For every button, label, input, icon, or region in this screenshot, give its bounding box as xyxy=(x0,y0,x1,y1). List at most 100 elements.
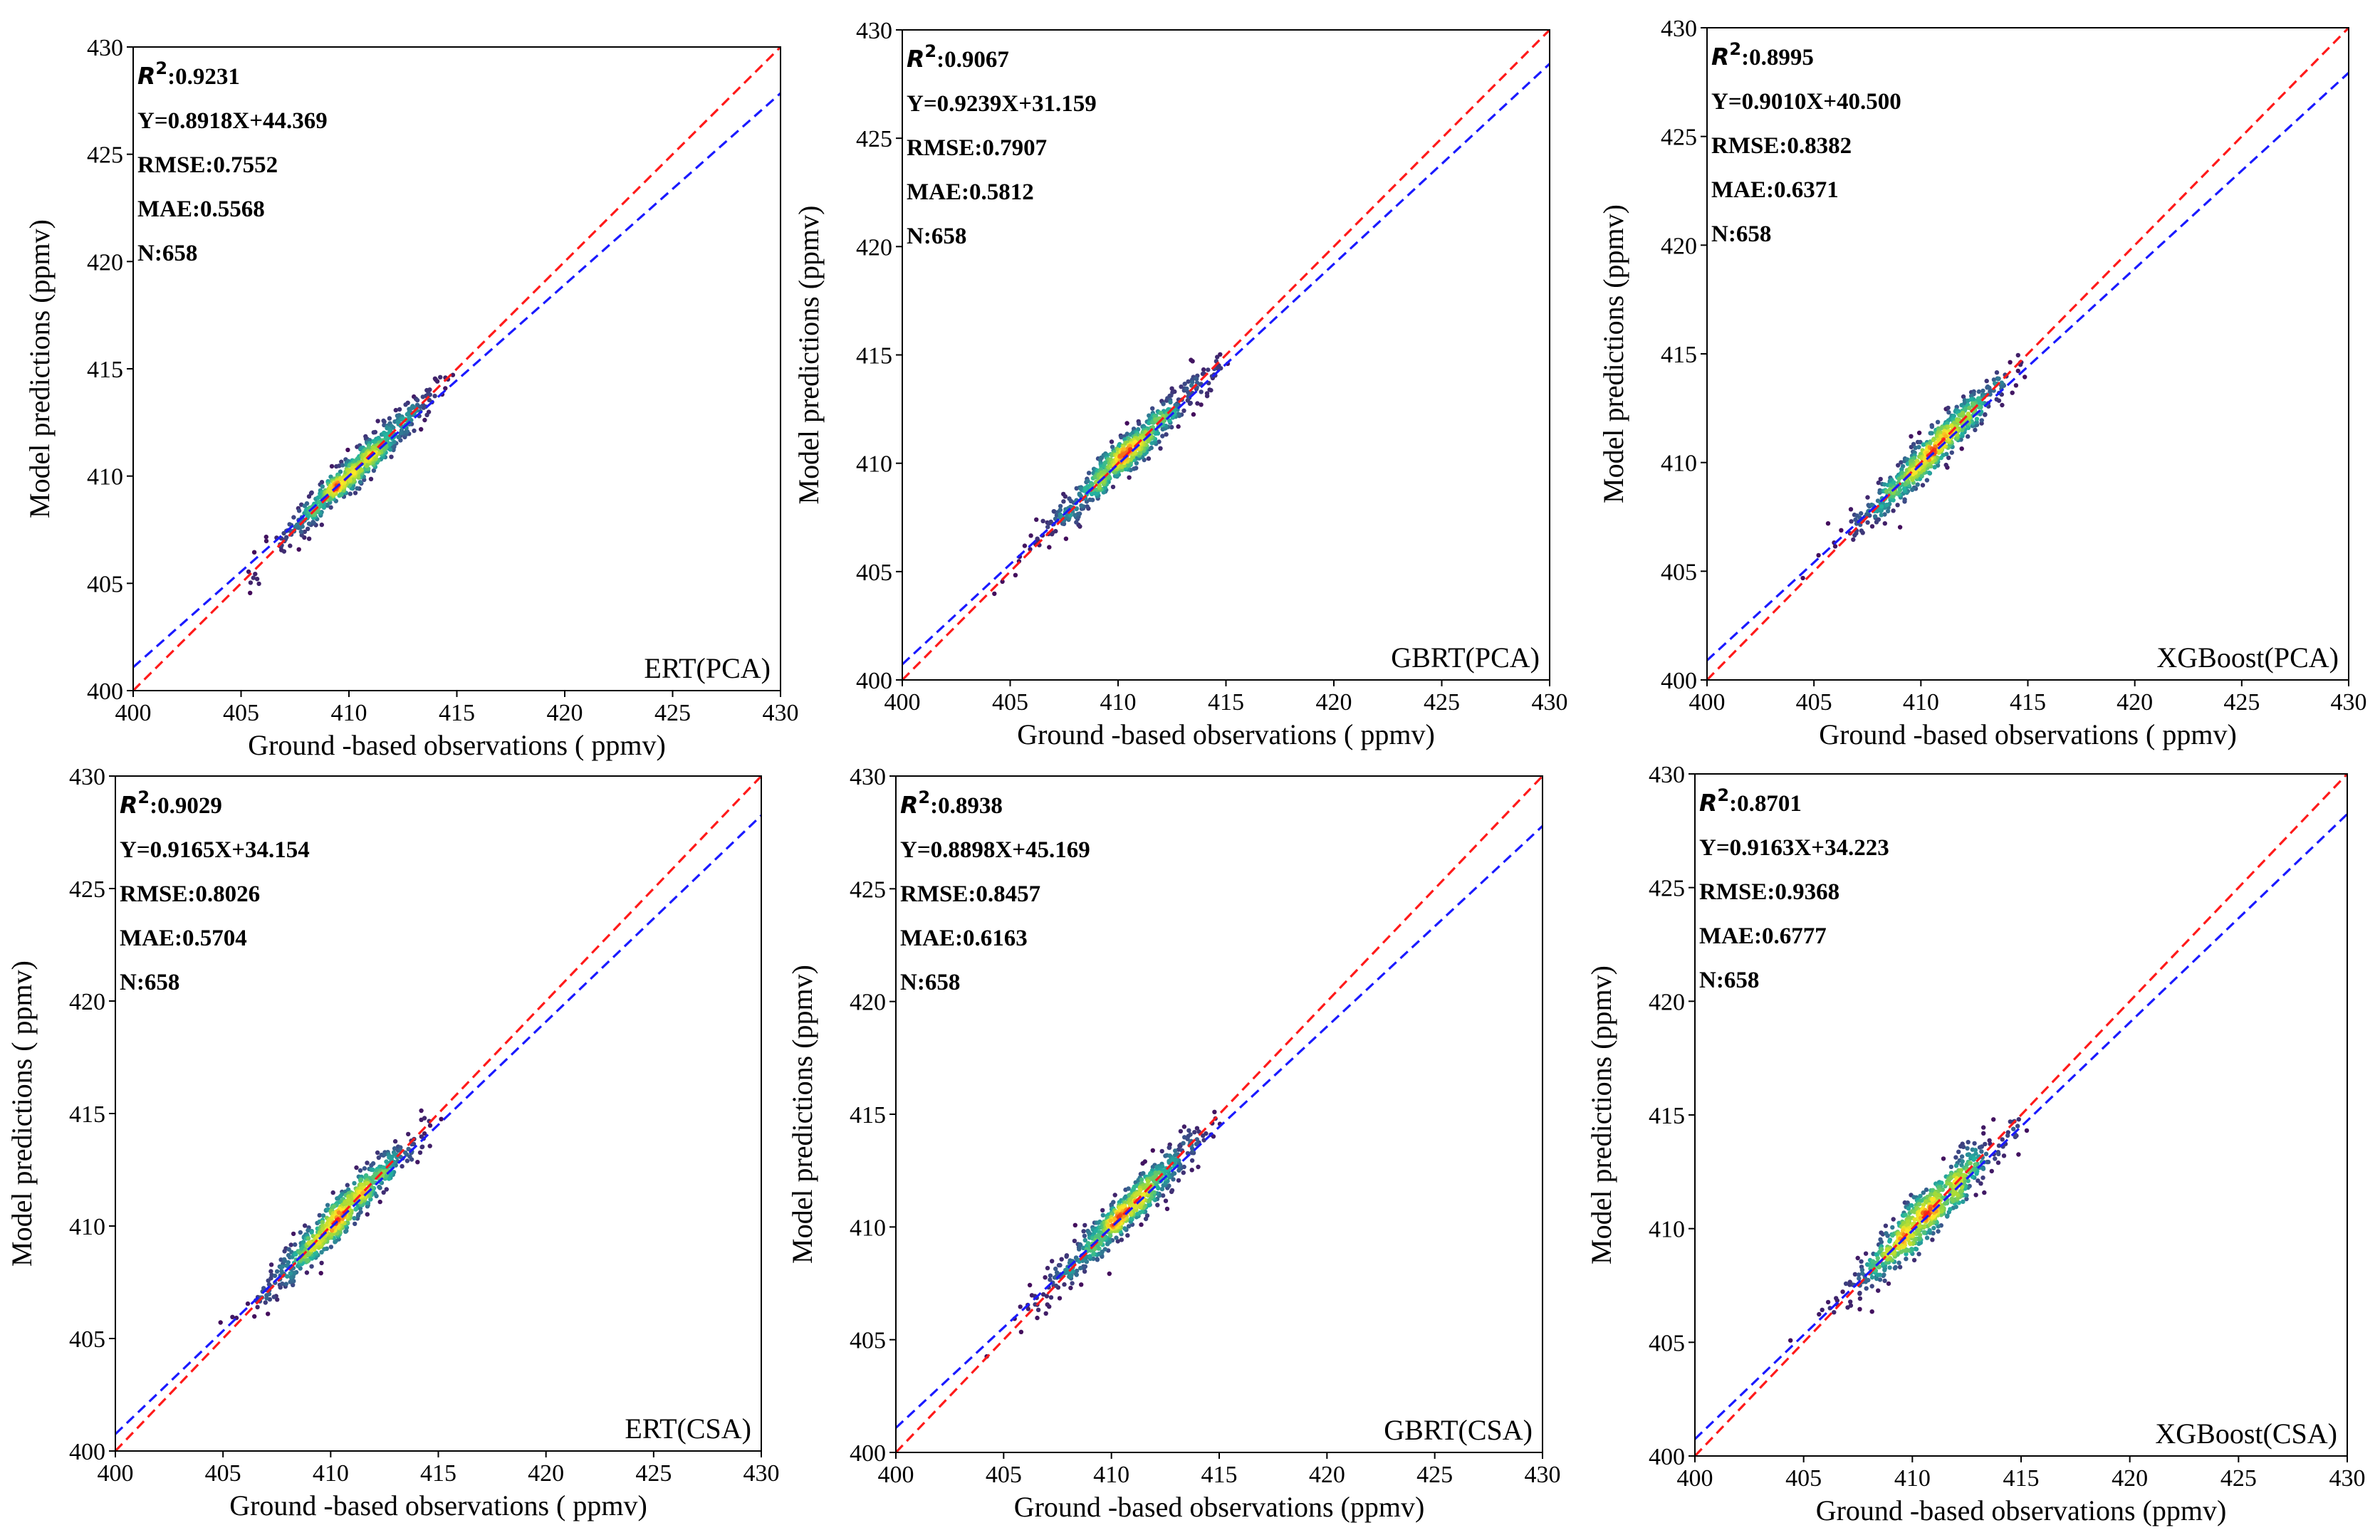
data-point xyxy=(306,526,310,531)
fit-line xyxy=(1695,813,2347,1440)
data-point xyxy=(293,1252,298,1257)
data-point xyxy=(1849,519,1854,524)
data-point xyxy=(1207,387,1212,392)
data-point xyxy=(280,1281,285,1287)
data-point xyxy=(1070,1281,1075,1286)
data-point xyxy=(1949,450,1954,455)
y-tick-label: 400 xyxy=(87,679,123,705)
stat-n: N:658 xyxy=(907,224,966,249)
data-point xyxy=(1181,1141,1186,1146)
data-point xyxy=(1879,504,1884,509)
y-tick-label: 415 xyxy=(850,1102,886,1128)
y-tick-label: 410 xyxy=(69,1214,105,1240)
data-point xyxy=(2024,1128,2030,1133)
data-point xyxy=(2008,360,2013,365)
data-point xyxy=(1979,1149,1984,1154)
y-tick-label: 425 xyxy=(850,876,886,903)
data-point xyxy=(253,572,258,577)
data-point xyxy=(362,452,367,458)
data-point xyxy=(1959,446,1964,451)
data-point xyxy=(1146,456,1152,461)
data-point xyxy=(1149,441,1154,446)
identity-line xyxy=(896,776,1543,1452)
data-point xyxy=(1916,444,1921,450)
data-point xyxy=(1884,1247,1889,1252)
data-point xyxy=(1921,1203,1926,1208)
data-point xyxy=(288,1271,293,1276)
data-point xyxy=(1964,1196,1969,1202)
data-point xyxy=(1063,536,1069,541)
data-point xyxy=(369,1163,374,1168)
data-point xyxy=(1094,1234,1099,1240)
stat-r2: R2:0.8995 xyxy=(1711,39,1814,70)
data-point xyxy=(377,1184,382,1190)
data-point xyxy=(427,1123,433,1128)
data-point xyxy=(309,1230,314,1235)
data-point xyxy=(1110,444,1115,449)
data-point xyxy=(1109,439,1115,444)
data-point xyxy=(1928,1192,1933,1197)
data-point xyxy=(328,474,333,479)
data-point xyxy=(1122,1195,1127,1200)
data-point xyxy=(1128,1197,1134,1202)
stat-equation: Y=0.9163X+34.223 xyxy=(1699,835,1889,861)
y-tick-label: 405 xyxy=(856,560,892,586)
y-tick-label: 400 xyxy=(856,668,892,694)
data-point xyxy=(256,581,261,587)
x-tick-label: 405 xyxy=(205,1460,241,1487)
x-tick-label: 420 xyxy=(2112,1465,2148,1492)
data-point xyxy=(1139,1222,1144,1227)
y-tick-label: 430 xyxy=(1661,16,1697,42)
data-point xyxy=(1111,1200,1116,1205)
stat-rmse: RMSE:0.7907 xyxy=(907,135,1047,161)
x-axis-label: Ground -based observations (ppmv) xyxy=(1816,1494,2227,1526)
data-point xyxy=(1896,463,1901,468)
y-tick-label: 405 xyxy=(1649,1330,1685,1356)
data-point xyxy=(1035,1307,1041,1313)
data-point xyxy=(1931,437,1936,443)
data-point xyxy=(1982,1190,1987,1195)
data-point xyxy=(1173,1148,1178,1153)
data-point xyxy=(1874,1276,1879,1282)
stat-r2: R2:0.9029 xyxy=(120,787,222,819)
data-point xyxy=(340,463,345,468)
data-point xyxy=(1119,463,1124,468)
data-point xyxy=(405,412,409,417)
data-point xyxy=(1170,1158,1175,1163)
data-point xyxy=(1953,1163,1959,1168)
data-point xyxy=(1916,1202,1922,1207)
y-tick-label: 430 xyxy=(69,764,105,790)
data-point xyxy=(1158,446,1163,451)
y-tick-label: 425 xyxy=(1649,876,1685,902)
data-point xyxy=(345,1198,351,1203)
plot-frame xyxy=(895,775,1543,1453)
data-point xyxy=(1043,1311,1048,1316)
data-point xyxy=(1852,533,1857,538)
data-point xyxy=(1950,1197,1955,1202)
y-tick-label: 400 xyxy=(1661,668,1697,694)
data-point xyxy=(1902,497,1907,502)
panel-label: GBRT(CSA) xyxy=(1384,1414,1533,1446)
data-point xyxy=(263,1300,268,1305)
data-point xyxy=(317,1212,322,1218)
data-point xyxy=(1943,434,1948,439)
data-point xyxy=(1943,462,1948,468)
data-point xyxy=(1140,1161,1145,1166)
stat-n: N:658 xyxy=(1699,968,1759,993)
data-point xyxy=(420,394,425,399)
data-point xyxy=(298,525,303,530)
data-point xyxy=(1968,1161,1973,1166)
data-point xyxy=(331,1204,337,1209)
data-point xyxy=(1918,439,1923,445)
data-point xyxy=(317,1240,322,1245)
data-point xyxy=(406,1146,411,1152)
data-point xyxy=(1930,459,1935,464)
data-point xyxy=(1904,1228,1909,1234)
data-point xyxy=(268,1269,273,1274)
data-point xyxy=(306,521,312,526)
data-point xyxy=(345,447,350,453)
data-point xyxy=(376,1155,381,1161)
data-point xyxy=(362,1166,367,1171)
data-point xyxy=(432,394,437,399)
